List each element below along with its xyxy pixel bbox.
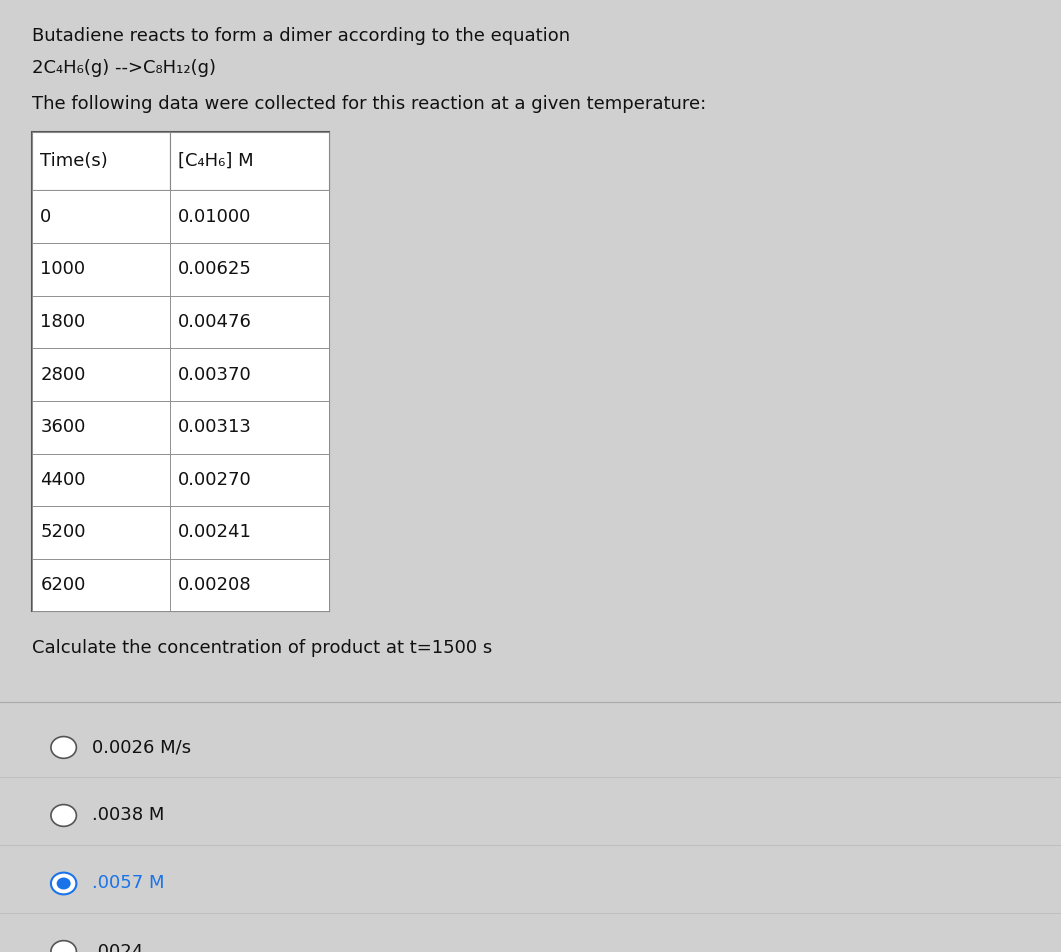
Text: 0.00476: 0.00476: [178, 313, 253, 331]
Text: 0.00241: 0.00241: [178, 524, 253, 542]
Circle shape: [51, 873, 76, 894]
Bar: [32, 190, 170, 243]
Text: 1000: 1000: [40, 261, 86, 278]
Bar: [170, 559, 329, 611]
Text: 6200: 6200: [40, 576, 86, 594]
Text: .0038 M: .0038 M: [92, 806, 164, 824]
Bar: [32, 506, 170, 559]
Bar: [170, 296, 329, 348]
Bar: [170, 401, 329, 453]
Text: 0.00270: 0.00270: [178, 471, 253, 488]
Bar: [32, 296, 170, 348]
Bar: [32, 453, 170, 506]
Bar: [170, 131, 329, 190]
Text: 0.00625: 0.00625: [178, 261, 253, 278]
Text: 2800: 2800: [40, 366, 86, 384]
Text: 5200: 5200: [40, 524, 86, 542]
Text: 0.00208: 0.00208: [178, 576, 251, 594]
Circle shape: [51, 941, 76, 952]
Text: 0: 0: [40, 208, 52, 226]
Text: 0.0026 M/s: 0.0026 M/s: [92, 739, 191, 757]
Text: 1800: 1800: [40, 313, 86, 331]
Bar: [32, 401, 170, 453]
Text: Calculate the concentration of product at t=1500 s: Calculate the concentration of product a…: [32, 639, 492, 657]
Text: .0057 M: .0057 M: [92, 875, 164, 892]
Bar: [170, 506, 329, 559]
Text: Time(s): Time(s): [40, 152, 108, 170]
Text: Butadiene reacts to form a dimer according to the equation: Butadiene reacts to form a dimer accordi…: [32, 28, 570, 45]
Text: 0.00370: 0.00370: [178, 366, 253, 384]
Bar: [32, 559, 170, 611]
Text: 3600: 3600: [40, 418, 86, 436]
Text: 0.00313: 0.00313: [178, 418, 253, 436]
Bar: [170, 348, 329, 401]
Text: 0.01000: 0.01000: [178, 208, 251, 226]
Bar: [32, 131, 170, 190]
Text: The following data were collected for this reaction at a given temperature:: The following data were collected for th…: [32, 95, 706, 113]
Bar: [32, 243, 170, 296]
Bar: [170, 453, 329, 506]
Bar: [32, 348, 170, 401]
Circle shape: [51, 804, 76, 826]
Bar: [170, 243, 329, 296]
Text: 4400: 4400: [40, 471, 86, 488]
Circle shape: [51, 737, 76, 759]
Bar: [32, 131, 329, 611]
Text: [C₄H₆] M: [C₄H₆] M: [178, 152, 254, 170]
Text: 2C₄H₆(g) -->C₈H₁₂(g): 2C₄H₆(g) -->C₈H₁₂(g): [32, 59, 215, 77]
Bar: [170, 190, 329, 243]
Circle shape: [56, 878, 71, 889]
Text: .0024: .0024: [92, 942, 143, 952]
